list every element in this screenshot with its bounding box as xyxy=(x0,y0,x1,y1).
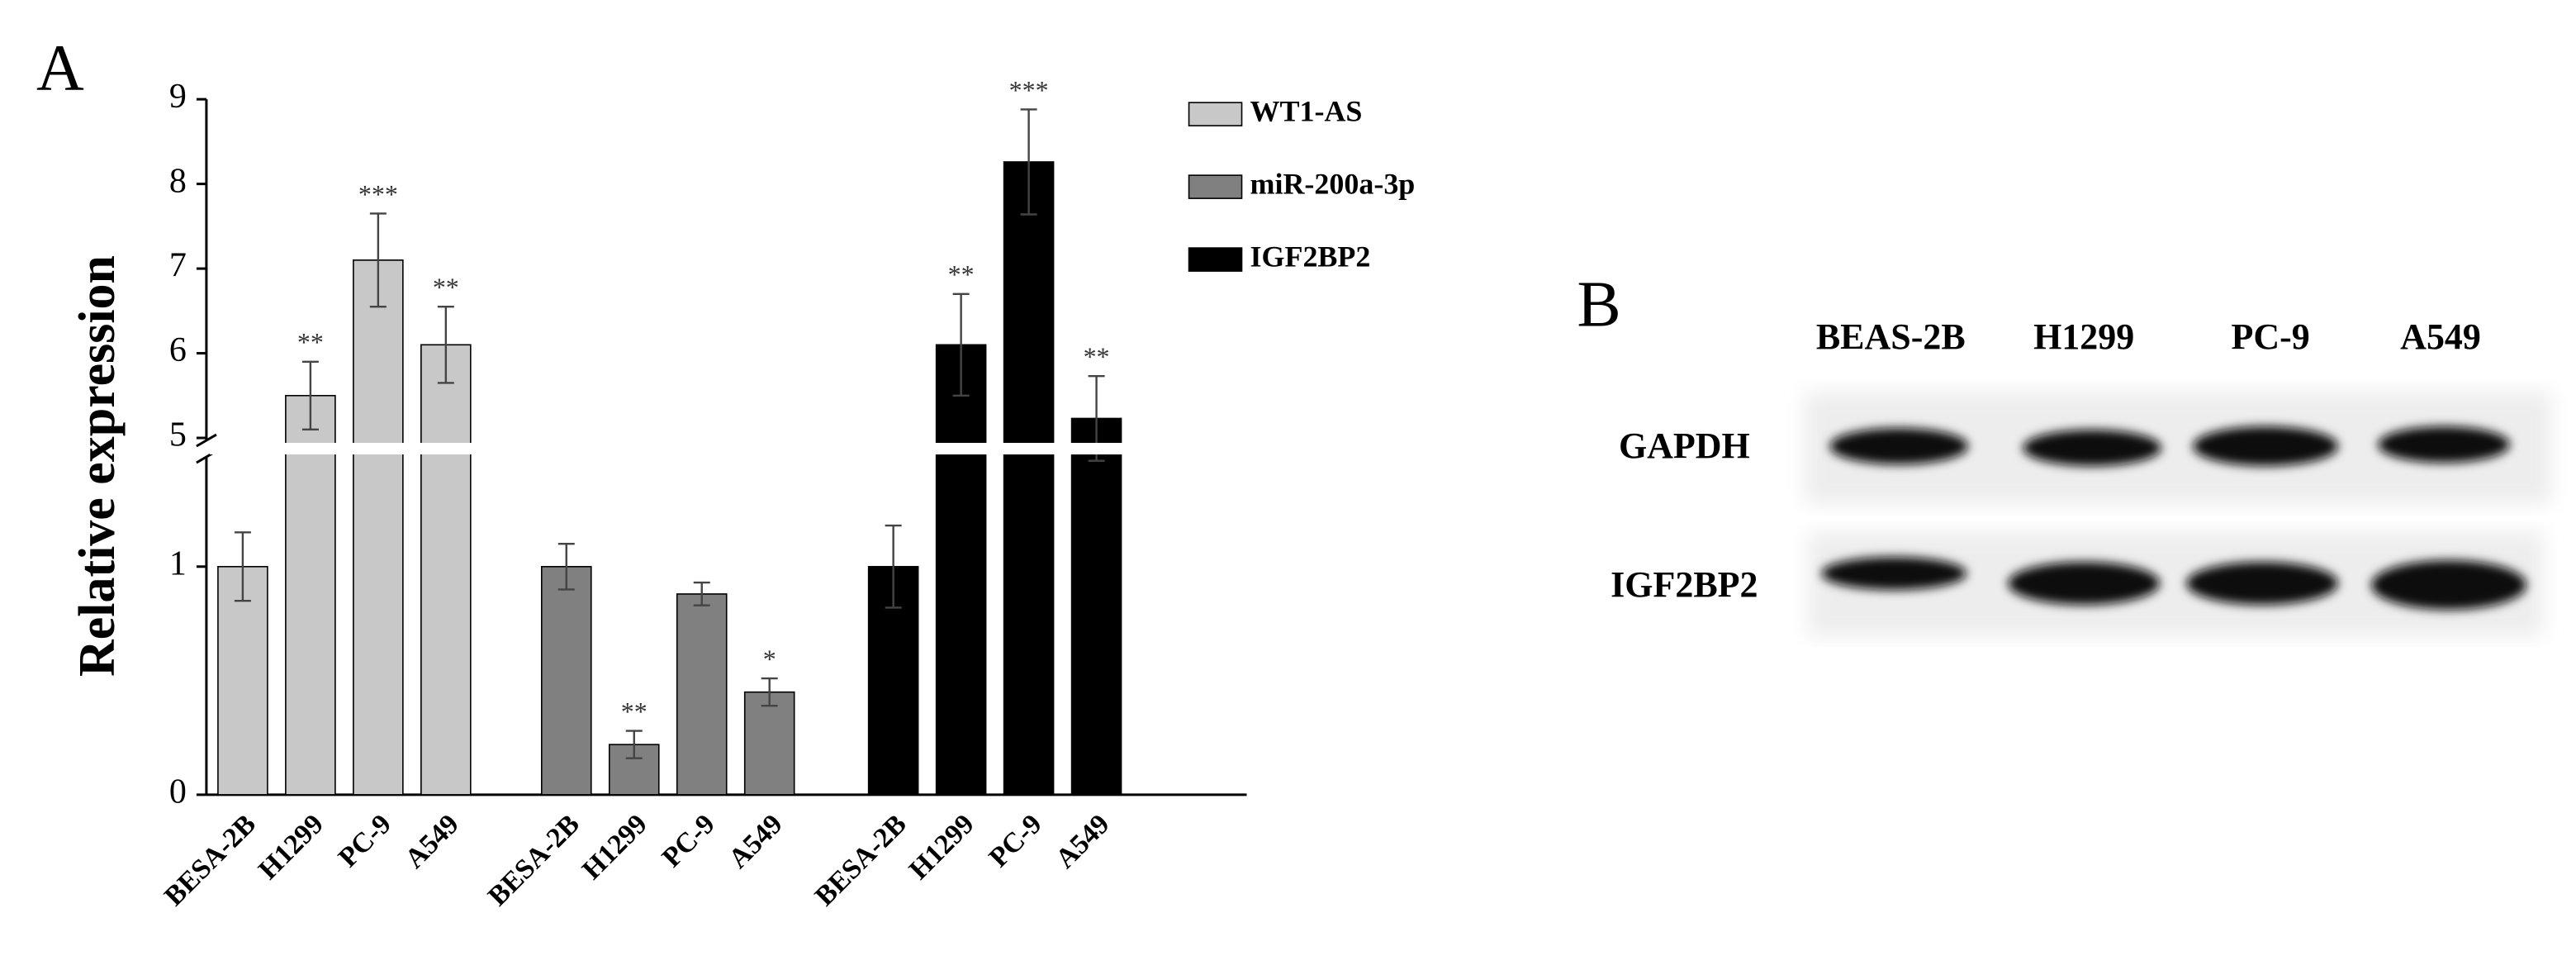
legend-swatch xyxy=(1188,247,1243,272)
band xyxy=(1821,556,1967,590)
significance-label: ** xyxy=(433,273,459,302)
panel-label: B xyxy=(1577,268,1620,340)
error-bar xyxy=(952,292,970,397)
error-bar xyxy=(693,581,710,606)
significance-label: * xyxy=(763,644,776,673)
error-bar xyxy=(234,531,251,602)
error-bar xyxy=(761,677,778,707)
error-bar xyxy=(885,524,902,609)
axis-break-gap xyxy=(209,443,1247,455)
band xyxy=(2008,561,2161,605)
significance-label: ** xyxy=(1084,343,1110,372)
y-tick-label: 8 xyxy=(169,162,187,200)
legend-label: WT1-AS xyxy=(1250,94,1363,127)
error-bar xyxy=(369,212,387,308)
bar xyxy=(420,344,472,796)
legend-swatch xyxy=(1188,174,1243,199)
bar xyxy=(1003,161,1055,796)
band xyxy=(2378,426,2511,464)
significance-label: ** xyxy=(948,260,975,289)
panel-label: A xyxy=(36,32,84,105)
y-axis-label: Relative expression xyxy=(69,255,126,677)
bar xyxy=(743,691,795,796)
band xyxy=(1829,428,1969,465)
error-bar xyxy=(557,542,575,591)
significance-label: ** xyxy=(621,697,648,726)
band xyxy=(2193,426,2339,467)
error-bar xyxy=(1020,108,1037,216)
blot-panel: B BEAS-2B H1299 PC-9 A549 GAPDH IGF2BP2 xyxy=(1577,268,2552,636)
bar xyxy=(540,565,592,796)
legend-label: IGF2BP2 xyxy=(1250,240,1371,273)
band xyxy=(2023,430,2162,467)
significance-label: *** xyxy=(358,180,398,209)
y-tick-label: 7 xyxy=(169,247,187,285)
bar xyxy=(935,344,987,796)
bar xyxy=(353,259,404,796)
error-bar xyxy=(437,305,454,384)
row-label: IGF2BP2 xyxy=(1611,564,1758,605)
lane-label: A549 xyxy=(2400,316,2481,357)
bar xyxy=(217,565,268,796)
lane-label: H1299 xyxy=(2033,316,2134,357)
significance-label: ** xyxy=(297,328,324,357)
axis-break xyxy=(196,433,217,448)
y-tick-label: 6 xyxy=(169,331,187,369)
significance-label: *** xyxy=(1009,76,1049,105)
band xyxy=(2371,559,2527,610)
lane-label: BEAS-2B xyxy=(1816,316,1966,357)
band xyxy=(2186,561,2339,605)
y-tick-label: 0 xyxy=(169,773,187,811)
y-tick-label: 1 xyxy=(169,544,187,582)
y-tick-label: 9 xyxy=(169,78,187,116)
bar xyxy=(676,593,728,796)
bar xyxy=(1070,417,1122,796)
error-bar xyxy=(625,730,643,759)
error-bar xyxy=(301,360,319,430)
bar xyxy=(285,394,336,796)
legend-swatch xyxy=(1188,102,1243,126)
row-label: GAPDH xyxy=(1619,426,1750,466)
y-tick-label: 5 xyxy=(169,416,187,454)
lane-label: PC-9 xyxy=(2231,316,2309,357)
legend-label: miR-200a-3p xyxy=(1250,167,1416,200)
